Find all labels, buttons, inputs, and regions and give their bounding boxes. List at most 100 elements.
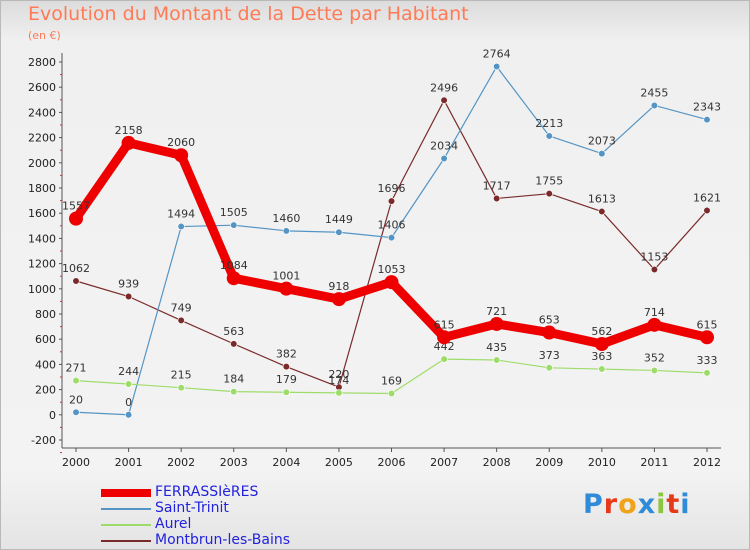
data-label: 939 [118,277,139,290]
y-tick-label: 2400 [28,106,56,119]
data-point [72,377,80,385]
data-point [703,115,711,124]
data-point [282,388,290,396]
legend-swatch [101,524,151,526]
data-point [700,330,714,345]
data-point [493,62,501,71]
data-label: 169 [381,375,402,388]
chart-title: Evolution du Montant de la Dette par Hab… [28,3,469,25]
data-point [650,101,659,110]
y-tick-label: 1800 [28,182,56,195]
data-label: 179 [276,373,297,386]
data-point [437,330,452,345]
data-label: 1062 [62,262,90,275]
data-point [335,389,343,397]
data-label: 653 [539,314,560,327]
data-label: 20 [69,393,83,406]
data-label: 1613 [588,193,616,206]
data-label: 1084 [220,259,248,272]
data-label: 215 [171,369,192,382]
series-ferrassi-res: 1557 2158 2060 1084 1001 918 1053 615 721 653 562 7… [62,124,718,351]
data-point [545,364,553,372]
x-tick-label: 2008 [483,456,511,469]
data-point [121,135,136,150]
data-label: 333 [697,354,718,367]
legend-swatch [101,508,151,510]
y-tick-label: 400 [35,358,56,371]
x-tick-label: 2007 [430,456,458,469]
x-tick-label: 2003 [220,456,248,469]
data-point [542,325,557,340]
data-label: 918 [328,280,349,293]
x-tick-label: 2011 [640,456,668,469]
data-label: 563 [223,325,244,338]
y-tick-label: 1200 [28,258,56,271]
data-point [72,408,80,416]
data-point [124,380,133,388]
legend-label: Aurel [155,516,192,532]
data-label: 1053 [378,263,406,276]
data-label: 1460 [272,212,300,225]
data-point [335,228,343,236]
data-point [440,96,448,104]
data-label: 615 [434,318,455,331]
data-label: 562 [591,325,612,338]
data-point [387,234,396,242]
data-label: 2073 [588,135,616,148]
data-point [545,190,553,198]
data-label: 721 [486,305,507,318]
data-label: 615 [697,318,718,331]
data-point [282,227,290,235]
data-label: 363 [591,350,612,363]
data-label: 382 [276,348,297,361]
data-label: 1449 [325,213,353,226]
data-label: 184 [223,373,244,386]
x-tick-label: 2012 [693,456,721,469]
data-label: 1505 [220,206,248,219]
data-label: 1755 [535,175,563,188]
data-point [598,207,606,216]
data-label: 1406 [378,219,406,232]
data-point [177,316,185,325]
data-point [282,363,290,371]
data-point [598,365,606,373]
x-tick-label: 2002 [167,456,195,469]
data-label: 352 [644,351,665,364]
data-label: 1153 [640,251,668,264]
data-point [124,411,133,419]
data-point [493,194,501,203]
data-point [650,366,659,375]
data-point [72,277,80,285]
data-point [493,356,501,364]
data-label: 220 [328,368,349,381]
data-label: 2455 [640,86,668,99]
legend-label: FERRASSIèRES [155,484,259,500]
data-label: 1696 [378,182,406,195]
y-tick-label: 2000 [28,157,56,170]
data-point [230,221,238,229]
data-label: 2343 [693,101,721,114]
data-label: 373 [539,349,560,362]
data-point [69,211,83,226]
y-tick-label: 200 [35,384,56,397]
y-tick-label: 2200 [28,132,56,145]
data-point [594,336,609,351]
data-label: 271 [66,362,87,375]
data-label: 2034 [430,140,458,153]
data-label: 244 [118,365,139,378]
data-point [384,275,399,290]
data-point [279,281,294,296]
data-point [489,316,504,331]
data-point [226,271,241,286]
data-label: 435 [486,341,507,354]
x-tick-label: 2004 [272,456,300,469]
data-label: 2158 [115,124,143,137]
x-tick-label: 2009 [535,456,563,469]
legend-label: Saint-Trinit [155,500,229,516]
data-point [598,150,606,158]
data-point [650,265,659,274]
series-saint-trinit: 20 0 1494 1505 1460 1449 1406 2034 2764 2213 2073 2… [69,48,721,419]
x-tick-label: 2010 [588,456,616,469]
